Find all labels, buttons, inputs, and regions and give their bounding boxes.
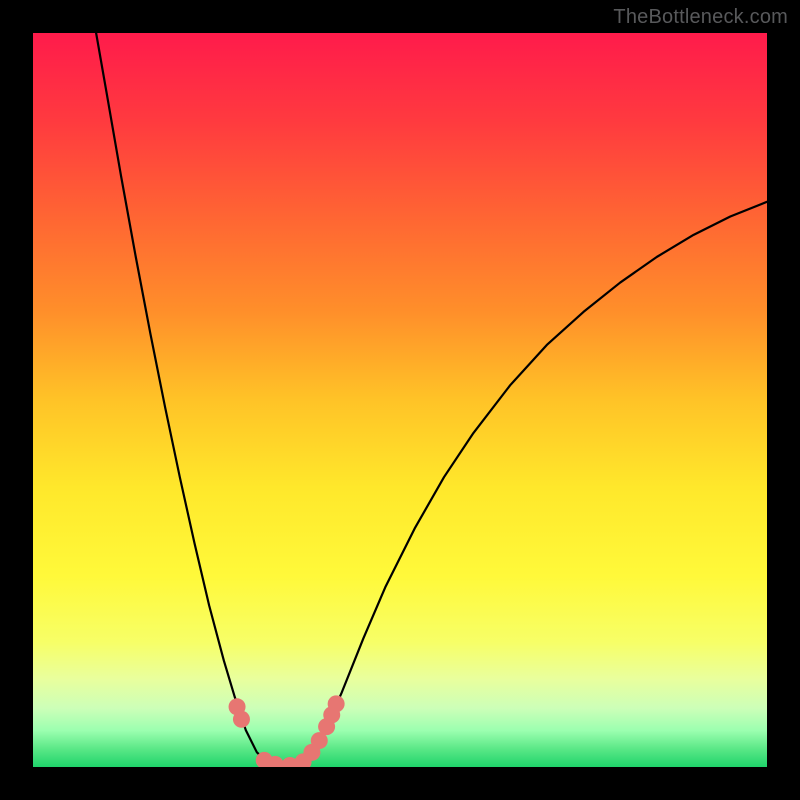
chart-svg	[33, 33, 767, 767]
watermark-text: TheBottleneck.com	[613, 6, 788, 29]
plot-area	[33, 33, 767, 767]
data-marker	[328, 695, 345, 712]
chart-frame: TheBottleneck.com	[0, 0, 800, 800]
data-marker	[233, 711, 250, 728]
gradient-background	[33, 33, 767, 767]
